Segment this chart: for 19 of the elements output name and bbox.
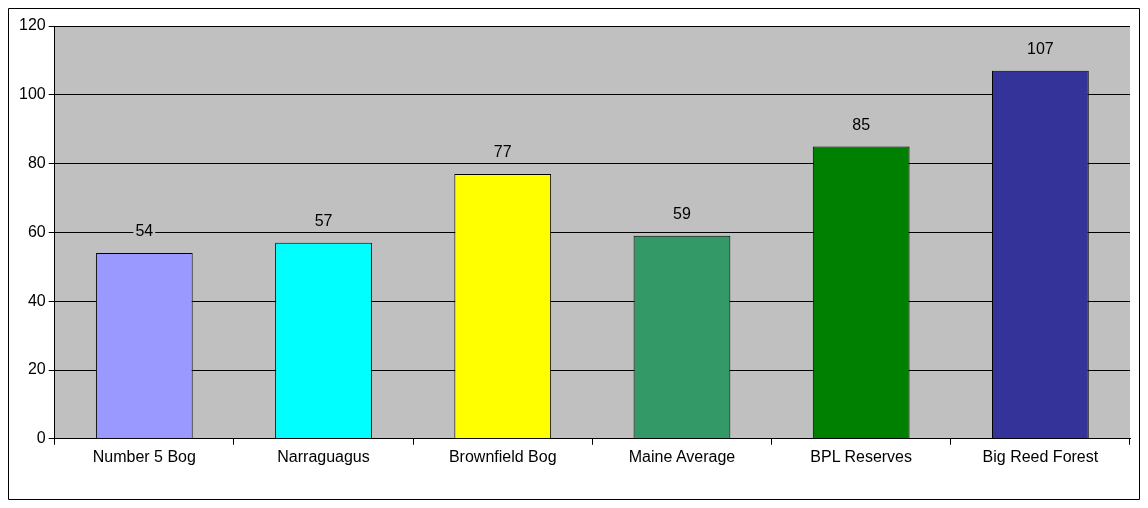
x-tick-label: Brownfield Bog	[448, 447, 557, 465]
data-label: 54	[135, 222, 154, 240]
data-label: 57	[314, 212, 333, 230]
y-tick-label: 60	[27, 222, 46, 240]
y-tick-label: 100	[18, 85, 46, 103]
x-tick-label: Big Reed Forest	[982, 447, 1099, 465]
x-tick-label: Narraguagus	[277, 447, 370, 465]
data-label: 107	[1027, 40, 1054, 58]
data-label: 85	[852, 115, 871, 133]
data-label: 77	[493, 143, 512, 161]
x-tick-label: Number 5 Bog	[92, 447, 196, 465]
y-tick-label: 20	[27, 360, 46, 378]
x-tick-label: Maine Average	[628, 447, 736, 465]
y-tick-label: 120	[18, 16, 46, 34]
data-label: 59	[673, 205, 691, 223]
y-tick-label: 80	[27, 154, 46, 172]
x-tick-label: BPL Reserves	[810, 447, 913, 465]
y-tick-label: 40	[27, 291, 46, 309]
y-tick-label: 0	[36, 429, 46, 447]
